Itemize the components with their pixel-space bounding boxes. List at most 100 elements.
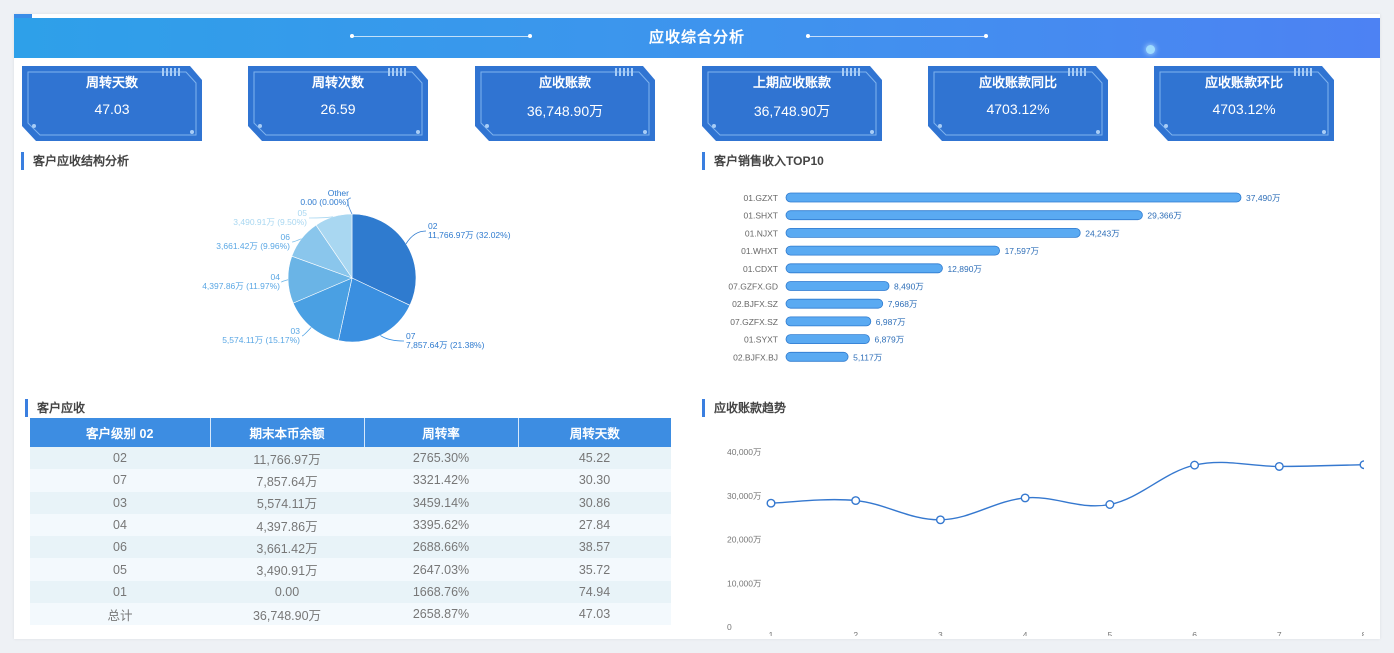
trend-point-3[interactable] — [935, 515, 945, 525]
pie-slice-name: 02 — [428, 221, 438, 231]
bar-category-label: 01.CDXT — [743, 264, 778, 274]
column-header-turnover-days[interactable]: 周转天数 — [518, 418, 671, 447]
table-cell: 0.00 — [210, 580, 364, 604]
bar-value-label: 6,879万 — [874, 335, 904, 345]
bar-value-label: 24,243万 — [1085, 228, 1120, 238]
pie-slice-03[interactable] — [292, 277, 353, 341]
table-row[interactable]: 02 11,766.97万 2765.30% 45.22 — [30, 447, 671, 470]
pie-slice-value: 4,397.86万 (11.97%) — [202, 281, 280, 291]
y-axis-tick-label: 30,000万 — [727, 491, 762, 501]
trend-point-2[interactable] — [851, 496, 861, 506]
table-row[interactable]: 05 3,490.91万 2647.03% 35.72 — [30, 558, 671, 581]
pie-section-title: 客户应收结构分析 — [21, 152, 129, 170]
table-cell: 7,857.64万 — [210, 469, 364, 492]
bar-07.GZFX.SZ[interactable] — [785, 316, 872, 327]
bar-category-label: 01.SYXT — [744, 335, 778, 345]
table-cell: 1668.76% — [364, 580, 518, 604]
x-axis-tick-label: 5 — [1107, 630, 1112, 636]
table-row[interactable]: 01 0.00 1668.76% 74.94 — [30, 580, 671, 604]
trend-point-5[interactable] — [1105, 499, 1115, 509]
bar-value-label: 12,890万 — [947, 264, 982, 274]
trend-point-7[interactable] — [1274, 461, 1284, 471]
table-cell: 05 — [30, 558, 210, 581]
pie-slice-value: 3,661.42万 (9.96%) — [216, 241, 290, 251]
kpi-label: 应收账款 — [538, 75, 591, 90]
bar-value-label: 7,968万 — [888, 299, 918, 309]
table-cell: 04 — [30, 513, 210, 537]
table-row[interactable]: 06 3,661.42万 2688.66% 38.57 — [30, 536, 671, 559]
bar-01.SHXT[interactable] — [785, 210, 1143, 221]
table-header-row: 客户级别 02 期末本币余额 周转率 周转天数 — [30, 418, 671, 447]
pie-slice-value: 11,766.97万 (32.02%) — [428, 230, 511, 240]
pie-label-line — [405, 230, 427, 244]
trend-point-1[interactable] — [766, 498, 776, 508]
x-axis-tick-label: 6 — [1192, 630, 1197, 636]
pie-slice-value: 7,857.64万 (21.38%) — [406, 340, 485, 350]
bar-07.GZFX.GD[interactable] — [785, 281, 890, 291]
bar-02.BJFX.SZ[interactable] — [785, 298, 884, 309]
kpi-card: 上期应收账款 36,748.90万 — [702, 66, 882, 141]
table-row[interactable]: 07 7,857.64万 3321.42% 30.30 — [30, 469, 671, 492]
kpi-value: 36,748.90万 — [753, 103, 831, 119]
y-axis-tick-label: 0 — [727, 622, 732, 632]
kpi-label: 周转天数 — [85, 75, 138, 90]
kpi-value: 26.59 — [320, 101, 356, 117]
y-axis-tick-label: 20,000万 — [727, 535, 762, 545]
bar-value-label: 5,117万 — [853, 352, 882, 362]
trend-point-8[interactable] — [1359, 460, 1364, 470]
pie-slice-name: Other — [328, 188, 349, 198]
table-cell: 3395.62% — [364, 513, 518, 537]
bar-category-label: 01.GZXT — [744, 193, 778, 203]
x-axis-tick-label: 8 — [1362, 630, 1364, 636]
table-row[interactable]: 04 4,397.86万 3395.62% 27.84 — [30, 513, 671, 537]
x-axis-tick-label: 1 — [769, 630, 774, 636]
bar-section-title: 客户销售收入TOP10 — [702, 152, 824, 170]
pie-label-line — [301, 327, 312, 337]
customer-receivable-table: 客户级别 02 期末本币余额 周转率 周转天数 02 11,766.97万 2765… — [30, 418, 671, 626]
table-cell: 74.94 — [518, 580, 671, 604]
bar-02.BJFX.BJ[interactable] — [785, 351, 849, 362]
bar-category-label: 02.BJFX.BJ — [733, 352, 778, 362]
pie-label-line — [291, 238, 302, 243]
trend-point-4[interactable] — [1020, 493, 1030, 503]
header-decoration-right — [806, 34, 988, 38]
kpi-card: 应收账款同比 4703.12% — [928, 66, 1108, 141]
bar-01.NJXT[interactable] — [785, 228, 1081, 238]
pie-slice-07[interactable] — [338, 277, 411, 343]
table-cell: 36,748.90万 — [210, 603, 364, 626]
table-cell: 2688.66% — [364, 536, 518, 559]
kpi-label: 应收账款环比 — [1204, 75, 1283, 90]
kpi-card-frame — [22, 66, 202, 141]
column-header-turnover-rate[interactable]: 周转率 — [364, 418, 519, 447]
kpi-card: 应收账款环比 4703.12% — [1154, 66, 1334, 141]
bar-value-label: 29,366万 — [1147, 211, 1182, 221]
kpi-card: 周转次数 26.59 — [248, 66, 428, 141]
column-header-customer-level[interactable]: 客户级别 02 — [30, 418, 211, 447]
bar-01.CDXT[interactable] — [785, 263, 943, 274]
kpi-card: 应收账款 36,748.90万 — [475, 66, 655, 141]
table-cell: 总计 — [30, 603, 210, 626]
table-cell: 30.86 — [518, 491, 671, 514]
column-header-balance[interactable]: 期末本币余额 — [210, 418, 365, 447]
pie-slice-name: 05 — [298, 208, 308, 218]
bar-01.WHXT[interactable] — [785, 245, 1000, 256]
table-section-title: 客户应收 — [25, 399, 85, 417]
corner-accent — [14, 14, 32, 18]
kpi-value: 36,748.90万 — [526, 103, 604, 119]
dashboard-page: 应收综合分析 周转天数 47.03 周转次数 26.59 应收账款 36,748.90万上… — [14, 14, 1380, 639]
table-cell: 47.03 — [518, 603, 671, 626]
bar-01.SYXT[interactable] — [785, 334, 870, 345]
trend-point-6[interactable] — [1190, 460, 1200, 470]
x-axis-tick-label: 7 — [1277, 630, 1282, 636]
table-row[interactable]: 03 5,574.11万 3459.14% 30.86 — [30, 491, 671, 514]
bar-category-label: 01.WHXT — [741, 246, 778, 256]
bar-01.GZXT[interactable] — [785, 192, 1242, 203]
pie-label-line — [308, 216, 334, 219]
y-axis-tick-label: 40,000万 — [727, 447, 762, 457]
receivable-trend-line-chart: 0 10,000万 20,000万 30,000万 40,000万 1 2 3 4 5 6 7 8 — [727, 447, 1364, 636]
table-total-row[interactable]: 总计 36,748.90万 2658.87% 47.03 — [30, 603, 671, 626]
kpi-card-frame — [702, 66, 882, 141]
table-cell: 35.72 — [518, 558, 671, 581]
table-cell: 2765.30% — [364, 447, 518, 470]
